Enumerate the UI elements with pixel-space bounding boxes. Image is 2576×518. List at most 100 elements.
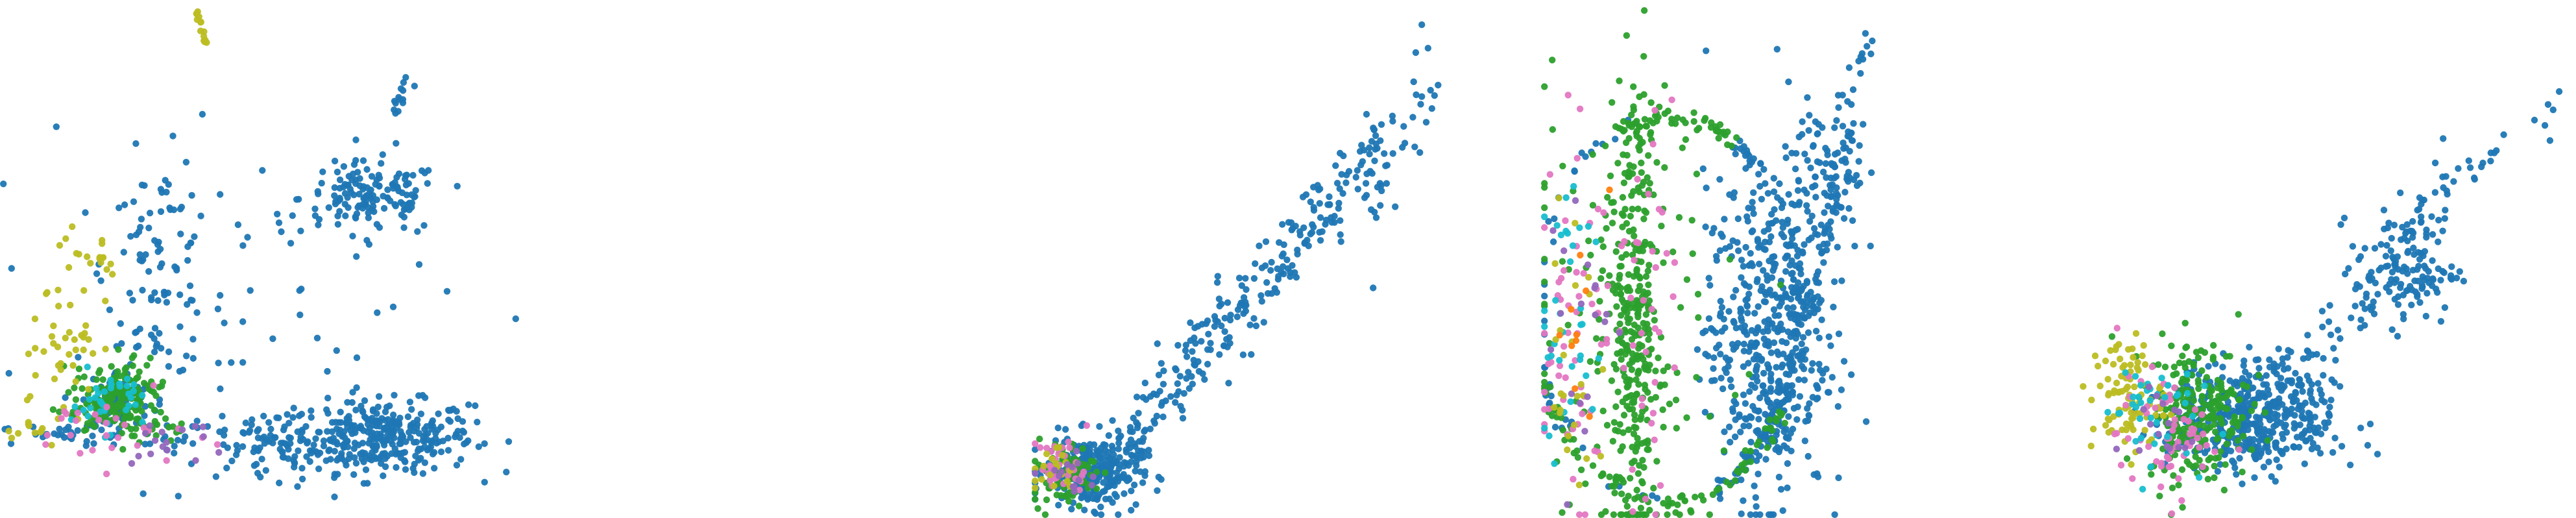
data-point (1785, 78, 1792, 86)
data-point (1585, 274, 1592, 281)
data-point (2130, 354, 2137, 361)
data-point (1802, 417, 1809, 425)
data-point (1710, 354, 1718, 362)
data-point (2255, 414, 2263, 421)
data-point (1642, 311, 1650, 318)
data-point (2130, 414, 2137, 421)
data-point (1747, 250, 1754, 257)
data-point (116, 383, 123, 390)
data-point (176, 323, 184, 330)
data-point (1587, 251, 1594, 259)
data-point (1646, 330, 1653, 338)
data-point (2288, 379, 2295, 387)
data-point (2322, 425, 2329, 432)
data-point (1575, 481, 1583, 489)
data-point (1032, 458, 1039, 465)
data-point (1645, 190, 1652, 198)
data-point (460, 428, 468, 436)
data-point (1541, 256, 1548, 263)
data-point (103, 470, 110, 478)
data-point (2307, 413, 2314, 421)
data-point (2346, 462, 2354, 469)
data-point (2435, 216, 2442, 224)
data-point (2255, 365, 2263, 372)
data-point (1803, 279, 1810, 286)
data-point (1628, 192, 1635, 199)
data-point (158, 428, 165, 436)
data-point (2296, 443, 2303, 451)
data-point (1633, 376, 1640, 384)
data-point (192, 457, 199, 464)
data-point (259, 167, 266, 174)
data-point (1732, 151, 1739, 158)
data-point (374, 403, 382, 411)
data-point (325, 447, 332, 454)
data-point (2239, 480, 2246, 487)
data-point (2119, 426, 2126, 434)
data-point (2179, 504, 2186, 511)
data-point (2265, 391, 2272, 398)
data-point (2108, 333, 2116, 340)
data-point (1629, 342, 1636, 349)
data-point (406, 206, 413, 214)
data-point (50, 322, 57, 330)
data-point (1151, 420, 1158, 427)
data-point (132, 231, 140, 238)
data-point (2168, 510, 2176, 517)
data-point (1845, 64, 1853, 71)
data-point (1611, 489, 1618, 497)
data-point (1625, 271, 1633, 278)
data-point (1557, 231, 1565, 239)
data-point (1658, 223, 1665, 230)
data-point (2239, 425, 2246, 432)
data-point (1779, 507, 1786, 514)
data-point (1032, 495, 1039, 503)
data-point (1647, 345, 1655, 352)
data-point (1589, 151, 1596, 158)
data-point (2400, 291, 2407, 299)
series-purple (128, 422, 223, 467)
data-point (1213, 279, 1221, 286)
data-point (14, 430, 22, 437)
data-point (1121, 490, 1128, 497)
data-point (184, 301, 191, 308)
data-point (1831, 163, 1839, 171)
data-point (2290, 443, 2297, 450)
data-point (1389, 150, 1396, 157)
data-point (1647, 99, 1655, 106)
data-point (139, 419, 146, 426)
data-point (1562, 374, 1569, 381)
data-point (2441, 215, 2448, 222)
data-point (380, 472, 387, 480)
data-point (1788, 200, 1795, 208)
data-point (123, 382, 131, 389)
data-point (183, 352, 190, 360)
data-point (312, 435, 319, 442)
data-point (1630, 163, 1637, 170)
data-point (2437, 277, 2444, 284)
data-point (1610, 511, 1618, 518)
series-purple (1032, 447, 1097, 495)
data-point (1719, 385, 1727, 393)
data-point (1840, 215, 1848, 222)
data-point (66, 328, 73, 336)
data-point (1651, 378, 1659, 386)
data-point (1750, 189, 1757, 196)
data-point (177, 230, 184, 238)
data-point (1645, 336, 1652, 343)
data-point (2184, 389, 2191, 397)
data-point (1238, 282, 1245, 290)
data-point (1378, 187, 1385, 195)
data-point (1634, 240, 1642, 247)
data-point (1638, 478, 1646, 485)
data-point (2158, 375, 2165, 382)
data-point (2342, 270, 2349, 278)
data-point (2429, 231, 2436, 238)
data-point (1782, 370, 1790, 378)
data-point (435, 410, 442, 417)
data-point (1670, 293, 1677, 301)
data-point (1153, 412, 1160, 420)
data-point (1560, 267, 1568, 274)
data-point (1804, 452, 1812, 460)
data-point (1235, 275, 1243, 282)
